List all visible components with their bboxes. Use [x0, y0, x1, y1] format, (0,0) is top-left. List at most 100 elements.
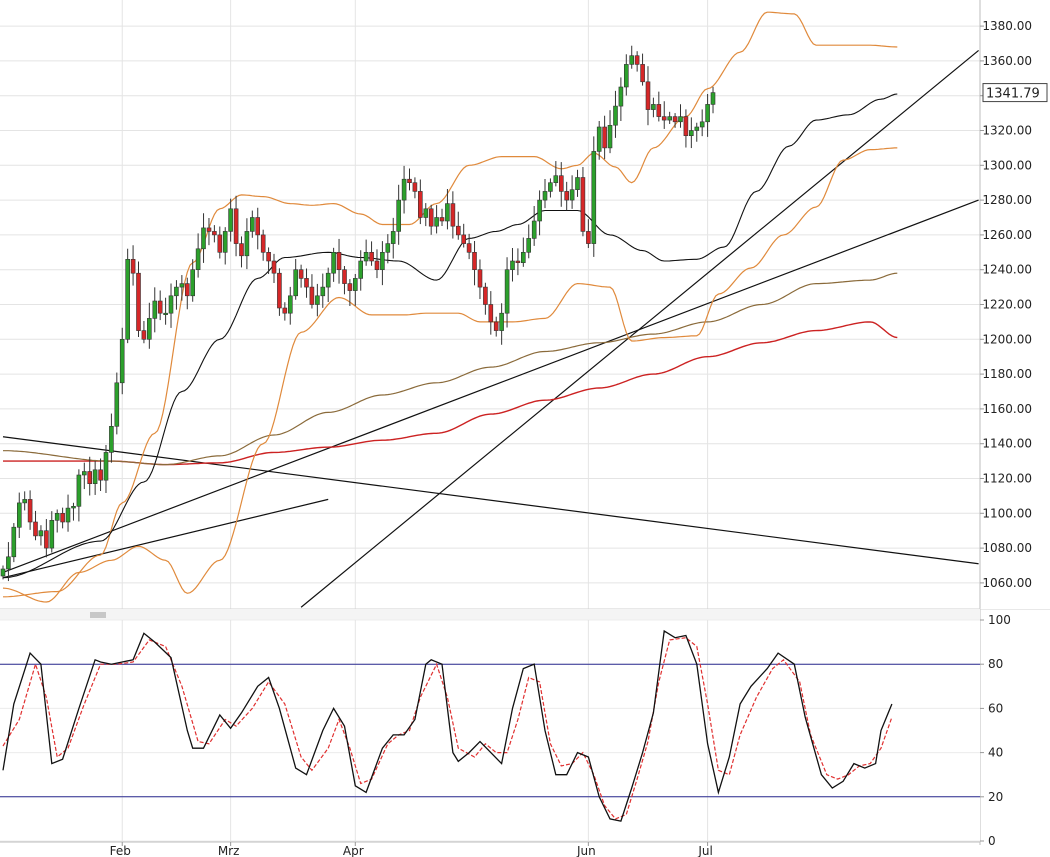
candle — [667, 111, 673, 124]
candle — [22, 491, 28, 511]
candle — [488, 291, 494, 335]
candle — [255, 207, 260, 250]
candle-body — [640, 64, 645, 83]
candle — [380, 241, 385, 286]
candle-body — [239, 243, 244, 257]
candle — [325, 267, 331, 303]
candle — [6, 542, 11, 582]
trendline — [300, 49, 979, 608]
candle — [87, 456, 92, 496]
candle — [320, 273, 326, 308]
price-indicators — [2, 11, 979, 608]
candle-body — [407, 178, 412, 183]
candle — [548, 178, 553, 198]
candle-body — [114, 382, 120, 427]
price-tick-label: 1220.00 — [982, 298, 1032, 312]
candle-body — [434, 217, 439, 227]
candle — [407, 168, 412, 191]
candle-body — [374, 260, 380, 270]
candle-body — [282, 307, 288, 314]
candle — [342, 266, 347, 295]
candle-body — [558, 175, 564, 192]
candle — [119, 327, 125, 395]
candle — [678, 104, 683, 128]
candle — [542, 178, 548, 209]
candle — [374, 249, 380, 279]
candle-body — [510, 260, 515, 270]
candle-body — [445, 203, 450, 222]
candle-body — [417, 191, 423, 218]
candle — [656, 91, 662, 122]
candle-body — [76, 474, 82, 507]
candle-body — [358, 260, 364, 279]
candle — [504, 257, 510, 328]
candle-body — [331, 252, 336, 274]
candle-body — [520, 252, 526, 264]
candle — [694, 122, 700, 142]
candle — [141, 320, 147, 344]
candle — [558, 162, 564, 207]
candle-body — [504, 269, 510, 314]
price-tick-label: 1060.00 — [982, 576, 1032, 590]
candle — [537, 190, 542, 236]
candle-body — [82, 471, 87, 476]
candle — [336, 238, 342, 284]
candle-body — [244, 231, 250, 257]
candle-body — [515, 260, 521, 264]
candle-body — [455, 225, 461, 236]
splitter-bar[interactable] — [0, 609, 980, 620]
candle — [222, 227, 228, 265]
candle — [228, 198, 233, 242]
candle-body — [607, 125, 613, 149]
price-tick-label: 1380.00 — [982, 19, 1032, 33]
candle-body — [450, 203, 456, 227]
candle — [683, 109, 689, 148]
candle — [179, 275, 185, 301]
candle — [239, 236, 244, 268]
candle — [699, 109, 705, 137]
candle — [623, 54, 629, 96]
candle-body — [179, 283, 185, 288]
candle-body — [369, 252, 374, 262]
candle-body — [629, 55, 635, 65]
candle-body — [87, 471, 92, 484]
candle-body — [705, 104, 710, 123]
candle-body — [602, 126, 607, 149]
candle-body — [163, 312, 168, 316]
candle — [423, 203, 429, 227]
candle — [157, 290, 163, 321]
candle — [287, 286, 293, 325]
candle — [553, 161, 559, 187]
last-price-tag: 1341.79 — [982, 83, 1048, 103]
candle-body — [477, 269, 483, 288]
candle — [92, 461, 98, 495]
candle — [277, 268, 282, 316]
price-candles — [0, 45, 716, 582]
candle — [412, 177, 418, 199]
candle — [82, 462, 87, 490]
panel-splitter-handle[interactable] — [0, 609, 980, 620]
candle-body — [613, 105, 618, 126]
candle — [645, 66, 651, 126]
candle-body — [553, 175, 559, 183]
candle — [385, 234, 391, 264]
candle — [445, 189, 450, 230]
candle — [531, 205, 537, 246]
candle-body — [201, 227, 206, 250]
candle — [244, 218, 250, 270]
candle-body — [531, 220, 537, 239]
candle-body — [65, 507, 71, 523]
candle-body — [185, 283, 190, 297]
oscillator-tick-label: 60 — [988, 701, 1003, 715]
candle-body — [152, 300, 158, 319]
candle-body — [141, 330, 147, 340]
candle-body — [33, 521, 38, 537]
candle-body — [352, 278, 358, 291]
candle-body — [298, 269, 304, 279]
price-tick-label: 1100.00 — [982, 506, 1032, 520]
candle-body — [694, 126, 700, 131]
candle — [629, 45, 635, 69]
candle — [569, 175, 575, 209]
candle-body — [493, 321, 499, 331]
